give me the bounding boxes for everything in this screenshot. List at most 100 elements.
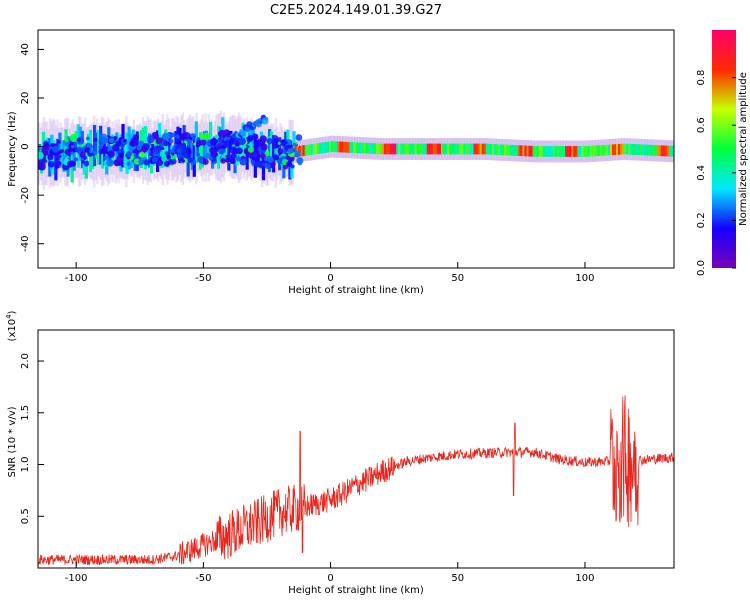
spectrogram-cell bbox=[381, 143, 386, 155]
spectrogram-blob bbox=[94, 154, 99, 159]
spectrogram-blob bbox=[254, 160, 261, 168]
spectrogram-cell bbox=[447, 143, 451, 155]
spectrogram-cell bbox=[605, 144, 610, 156]
spectrogram-blob bbox=[161, 146, 165, 150]
spectrogram-cell bbox=[361, 142, 365, 154]
spectrogram-blob bbox=[181, 142, 186, 147]
spectrogram-blob bbox=[187, 140, 192, 145]
spectrogram-blob bbox=[163, 160, 170, 167]
spectrogram-cell bbox=[514, 145, 518, 156]
spectrogram-blob bbox=[287, 148, 294, 155]
spectrogram-blob bbox=[235, 156, 241, 162]
spectrogram-blob bbox=[247, 146, 255, 153]
spectrogram-cell bbox=[591, 145, 595, 157]
spectrogram-cell bbox=[628, 143, 632, 155]
spectrogram-cell bbox=[479, 143, 483, 155]
spectrogram-cell bbox=[512, 145, 516, 156]
spectrogram-blob bbox=[143, 159, 150, 166]
spectrogram-cell bbox=[485, 143, 489, 155]
spectrogram-cell bbox=[475, 143, 479, 155]
spectrogram-blob bbox=[229, 146, 238, 154]
spectrogram-cell bbox=[449, 143, 453, 155]
snr-y-multiplier: (x104) bbox=[5, 310, 18, 341]
snr-x-label: Height of straight line (km) bbox=[288, 585, 424, 596]
spectrogram-cell bbox=[94, 132, 99, 157]
spectrogram-blob bbox=[76, 146, 84, 154]
spectrogram-blob bbox=[181, 148, 186, 153]
spectrogram-cell bbox=[402, 143, 406, 155]
snr-x-ticks: -100 -50 0 50 100 bbox=[65, 562, 595, 584]
spectrogram-cell bbox=[410, 143, 414, 155]
spectrogram-cell bbox=[656, 145, 660, 156]
spectrogram-cell bbox=[420, 143, 424, 155]
spectrogram-cell bbox=[304, 144, 308, 156]
spectrogram-cell bbox=[650, 144, 654, 156]
spectrogram-cell bbox=[471, 143, 475, 155]
spectrogram-blob bbox=[64, 137, 69, 143]
spectrogram-cell bbox=[312, 143, 316, 155]
spectrogram-blob bbox=[272, 141, 280, 149]
spectrogram-blob bbox=[83, 161, 90, 167]
y-tick-label: 2.0 bbox=[20, 353, 31, 369]
spectrogram-cell bbox=[192, 136, 196, 177]
spectrogram-cell bbox=[546, 146, 550, 157]
spectrogram-cell bbox=[355, 142, 359, 154]
spectrogram-cell bbox=[532, 146, 536, 157]
spectrogram-cell bbox=[658, 145, 662, 157]
spectrogram-blob bbox=[69, 160, 76, 167]
spectrogram-cell bbox=[502, 144, 506, 156]
spectrogram-blob bbox=[85, 136, 90, 141]
spectrogram-cell bbox=[430, 143, 434, 155]
spectrogram-blob bbox=[186, 132, 191, 138]
spectrogram-blob bbox=[93, 151, 97, 155]
spectrogram-blob bbox=[76, 137, 81, 142]
spectrogram-cell bbox=[363, 142, 367, 154]
spectrogram-arc-blob bbox=[240, 131, 247, 137]
spectrogram-cell bbox=[526, 145, 530, 157]
spectrogram-cell bbox=[428, 143, 432, 155]
spectrogram-blob bbox=[195, 142, 201, 148]
spectrogram-blob bbox=[287, 144, 291, 148]
snr-y-label: SNR (10 * v/v) bbox=[7, 406, 18, 477]
colorbar-tick-label: 0.6 bbox=[696, 117, 707, 133]
spectrogram-cell bbox=[101, 147, 105, 169]
spectrogram-blob bbox=[279, 139, 287, 146]
spectrogram-blob bbox=[259, 153, 266, 160]
spectrogram-blob bbox=[52, 146, 59, 153]
spectrogram-cell bbox=[524, 145, 528, 157]
spectrogram-cell bbox=[225, 135, 229, 159]
spectrogram-blob bbox=[98, 148, 104, 155]
spectrogram-blob bbox=[274, 149, 278, 153]
spectrogram-cell bbox=[302, 145, 306, 156]
spectrogram-arc-blob bbox=[264, 116, 269, 121]
spectrogram-blob bbox=[47, 160, 55, 168]
spectrogram-cell bbox=[54, 143, 58, 181]
spectrogram-blob bbox=[252, 152, 258, 158]
spectrogram-cell bbox=[365, 142, 369, 154]
spectrogram-cell bbox=[267, 129, 272, 173]
spectrogram-cell bbox=[298, 145, 302, 157]
spectrogram-blob bbox=[133, 158, 141, 165]
spectrogram-cell bbox=[227, 131, 231, 171]
spectrogram-cell bbox=[314, 143, 318, 155]
spectrogram-blob bbox=[273, 137, 279, 144]
spectrogram-blob bbox=[277, 141, 281, 145]
spectrogram-cell bbox=[455, 143, 459, 155]
spectrogram-cell bbox=[615, 144, 620, 155]
spectrogram-cell bbox=[60, 141, 64, 167]
spectrogram-cell bbox=[347, 142, 351, 153]
colorbar-label: Normalized spectral amplitude bbox=[738, 72, 749, 226]
spectrogram-cell bbox=[52, 140, 56, 175]
y-tick-label: 0.5 bbox=[20, 508, 31, 524]
spectrogram-cell bbox=[497, 144, 502, 156]
spectrogram-blob bbox=[58, 154, 62, 158]
spectrogram-blob bbox=[162, 140, 169, 147]
spectrogram-cell bbox=[618, 143, 622, 155]
spectrogram-cell bbox=[335, 141, 339, 153]
spectrogram-cell bbox=[571, 146, 575, 157]
spectrogram-cell bbox=[642, 144, 646, 156]
spectrogram-cell bbox=[308, 144, 312, 156]
spectrogram-cell bbox=[406, 143, 410, 155]
spectrogram-cell bbox=[660, 145, 664, 157]
spectrogram-cell bbox=[443, 143, 447, 155]
